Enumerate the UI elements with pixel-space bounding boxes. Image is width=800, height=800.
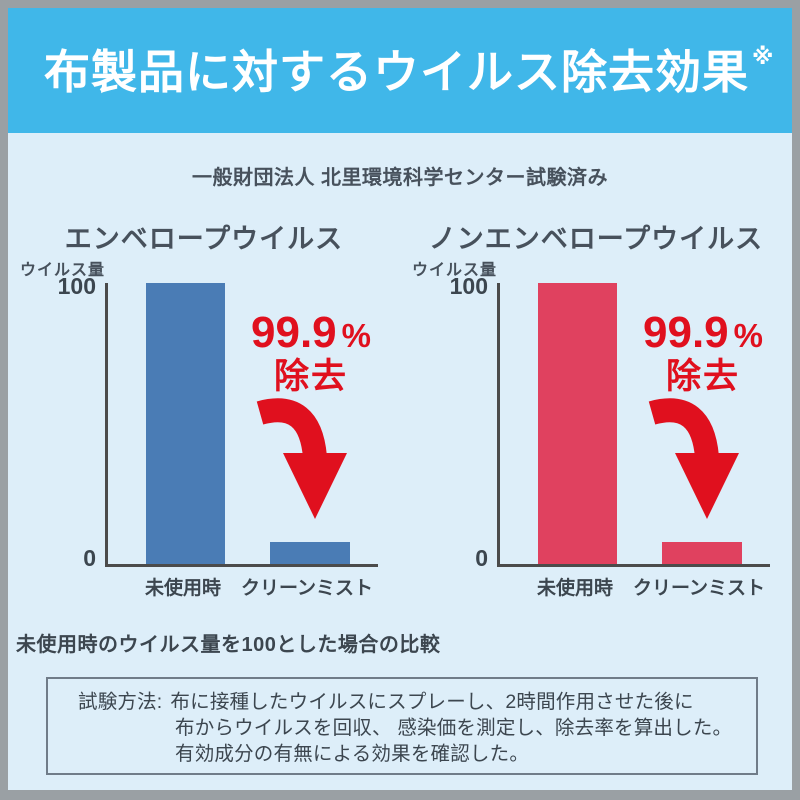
removal-annotation: 99.9% 除去 xyxy=(628,308,778,396)
page-title: 布製品に対するウイルス除去効果 ※ xyxy=(8,44,775,98)
removal-percent-value: 99.9 xyxy=(251,308,337,357)
page-title-text: 布製品に対するウイルス除去効果 xyxy=(44,46,749,98)
bar-clean-mist xyxy=(270,541,350,564)
removal-percent-value: 99.9 xyxy=(643,308,729,357)
y-tick-100: 100 xyxy=(57,273,96,299)
removal-word: 除去 xyxy=(273,357,348,396)
removal-annotation: 99.9% 除去 xyxy=(236,308,386,396)
y-axis-label: ウイルス量 xyxy=(20,262,106,279)
x-label-clean-mist: クリーンミスト xyxy=(632,578,766,599)
chart-non-enveloped-virus: ノンエンベロープウイルス ウイルス量 100 0 99.9% 除去 未使用時 ク… xyxy=(400,215,792,599)
chart-title: ノンエンベロープウイルス xyxy=(428,224,764,254)
infographic-frame: 布製品に対するウイルス除去効果 ※ 一般財団法人 北里環境科学センター試験済み エ… xyxy=(8,8,792,790)
curved-down-arrow-icon xyxy=(256,398,347,519)
x-label-before-use: 未使用時 xyxy=(536,578,613,599)
test-method-box: 試験方法: 布に接種したウイルスにスプレーし、2時間作用させた後に 布からウイルス… xyxy=(46,677,758,775)
method-label: 試験方法: xyxy=(78,691,163,713)
removal-percent: 99.9% xyxy=(251,308,371,357)
reference-mark: ※ xyxy=(752,44,775,69)
plot-area: 99.9% 除去 xyxy=(105,283,378,567)
y-tick-100: 100 xyxy=(449,273,488,299)
percent-sign: % xyxy=(733,317,763,354)
bar-before-use xyxy=(146,283,225,564)
curved-down-arrow-icon xyxy=(648,398,739,519)
header-band: 布製品に対するウイルス除去効果 ※ xyxy=(8,8,792,133)
removal-word: 除去 xyxy=(665,357,740,396)
removal-percent: 99.9% xyxy=(643,308,763,357)
comparison-note: 未使用時のウイルス量を100とした場合の比較 xyxy=(16,634,441,656)
test-lab-subtitle: 一般財団法人 北里環境科学センター試験済み xyxy=(191,167,609,189)
bar-before-use xyxy=(538,283,617,564)
y-axis-label: ウイルス量 xyxy=(412,262,498,279)
method-line-2: 布からウイルスを回収、 感染価を測定し、除去率を算出した。 xyxy=(175,717,733,739)
x-label-clean-mist: クリーンミスト xyxy=(240,578,374,599)
method-line-3: 有効成分の有無による効果を確認した。 xyxy=(175,743,530,765)
y-tick-0: 0 xyxy=(83,545,96,571)
method-line-1-text: 布に接種したウイルスにスプレーし、2時間作用させた後に xyxy=(170,691,694,713)
chart-title: エンベロープウイルス xyxy=(64,224,344,254)
bar-clean-mist xyxy=(662,541,742,564)
method-line-1: 試験方法: 布に接種したウイルスにスプレーし、2時間作用させた後に xyxy=(78,689,744,715)
y-tick-0: 0 xyxy=(475,545,488,571)
percent-sign: % xyxy=(341,317,371,354)
plot-area: 99.9% 除去 xyxy=(497,283,770,567)
chart-enveloped-virus: エンベロープウイルス ウイルス量 100 0 99.9% 除去 未使用時 クリー… xyxy=(8,215,400,599)
x-label-before-use: 未使用時 xyxy=(144,578,221,599)
